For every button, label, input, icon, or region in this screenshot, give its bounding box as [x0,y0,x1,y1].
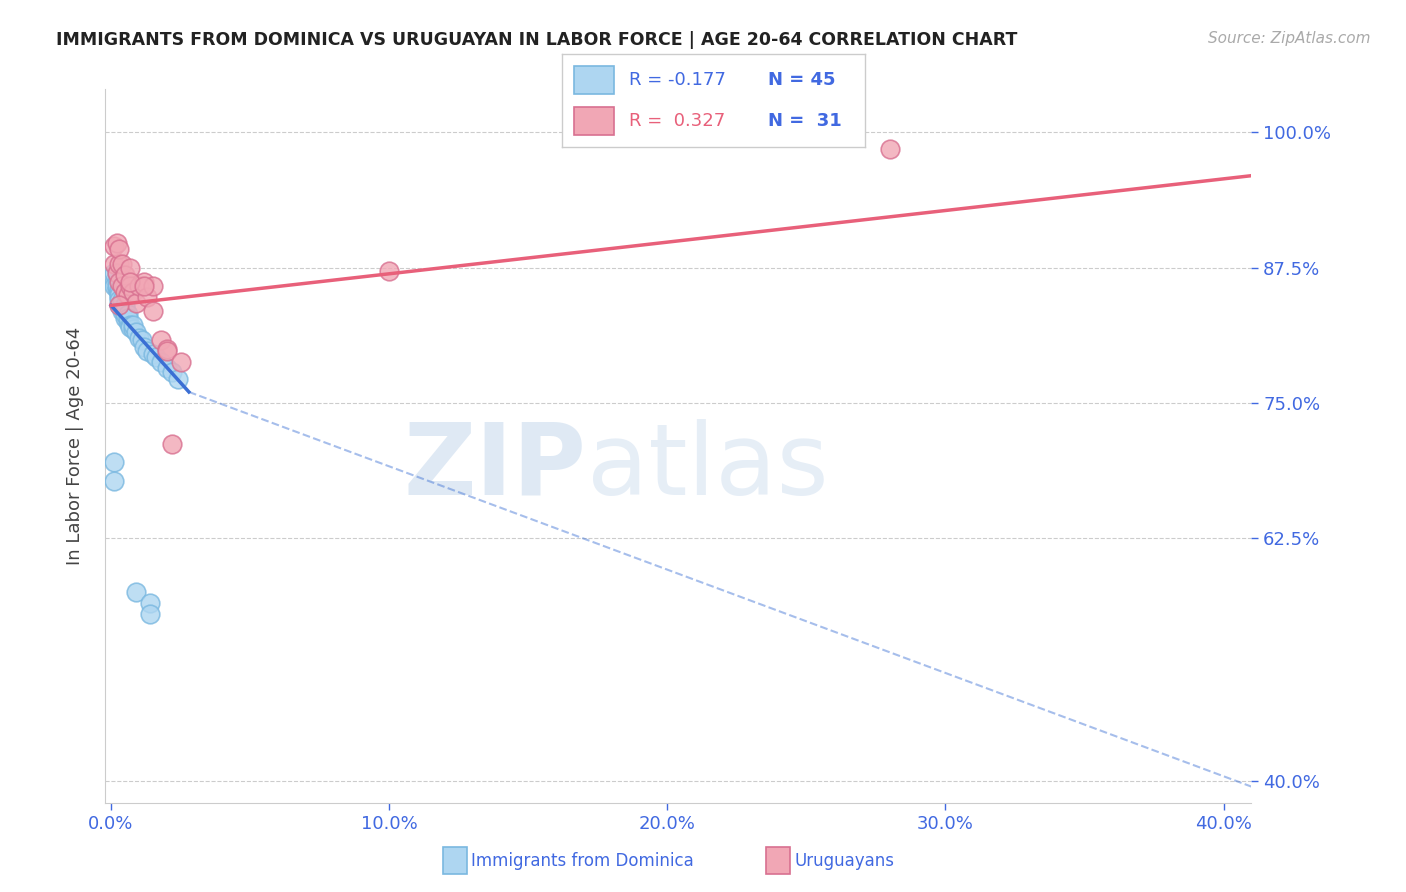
Point [114,311,136,326]
Point [156,343,179,358]
Point [108,290,131,304]
Point [117,311,139,326]
Point [114,268,136,282]
Point [103,474,125,488]
Point [120,260,142,275]
Point [160,366,183,380]
Point [150,354,173,368]
Point [108,242,131,256]
Point [156,342,179,356]
Point [120,320,142,334]
Text: ZIP: ZIP [404,419,586,516]
Point [108,293,131,307]
Point [120,318,142,332]
Point [117,307,139,321]
Text: Uruguayans: Uruguayans [794,852,894,870]
Point [139,607,162,621]
Point [105,275,128,289]
Point [131,333,153,347]
Point [142,303,165,318]
Text: R =  0.327: R = 0.327 [628,112,725,130]
Point [103,257,125,271]
Point [108,285,131,300]
Text: Immigrants from Dominica: Immigrants from Dominica [471,852,693,870]
Point [103,239,125,253]
Point [108,257,131,271]
Point [111,303,134,318]
Point [108,298,131,312]
Text: Source: ZipAtlas.com: Source: ZipAtlas.com [1208,31,1371,46]
Point [134,339,156,353]
Point [142,347,165,361]
Point [114,301,136,315]
Point [114,303,136,318]
Point [103,455,125,469]
Y-axis label: In Labor Force | Age 20-64: In Labor Force | Age 20-64 [66,326,84,566]
Point [136,343,159,358]
Point [105,235,128,250]
Point [136,290,159,304]
Point [108,287,131,301]
Bar [575,66,614,94]
Point [169,354,191,368]
Point [111,293,134,307]
Point [108,282,131,296]
Bar [575,107,614,135]
Point [105,266,128,280]
Point [122,318,145,332]
Point [142,279,165,293]
Point [120,275,142,289]
Point [117,287,139,301]
Point [160,437,183,451]
Point [128,331,150,345]
Point [879,142,901,156]
Point [111,257,134,271]
Point [134,275,156,289]
Point [122,285,145,300]
Point [103,266,125,280]
Point [114,307,136,321]
Point [150,333,173,347]
Point [166,372,188,386]
Point [156,361,179,376]
Point [108,298,131,312]
Point [105,266,128,280]
Point [103,279,125,293]
Point [117,315,139,329]
Point [122,322,145,336]
Point [139,596,162,610]
Point [114,285,136,300]
Point [125,585,148,599]
Point [108,275,131,289]
Point [128,279,150,293]
Text: IMMIGRANTS FROM DOMINICA VS URUGUAYAN IN LABOR FORCE | AGE 20-64 CORRELATION CHA: IMMIGRANTS FROM DOMINICA VS URUGUAYAN IN… [56,31,1018,49]
Point [105,279,128,293]
Point [125,296,148,310]
Text: R = -0.177: R = -0.177 [628,70,725,88]
Point [111,301,134,315]
Point [378,264,401,278]
Point [111,279,134,293]
Point [120,279,142,293]
Point [114,298,136,312]
Text: N =  31: N = 31 [768,112,842,130]
Point [105,282,128,296]
Text: N = 45: N = 45 [768,70,835,88]
Point [134,279,156,293]
Point [125,326,148,340]
Point [103,275,125,289]
Text: atlas: atlas [586,419,828,516]
Point [145,351,167,365]
Point [111,296,134,310]
